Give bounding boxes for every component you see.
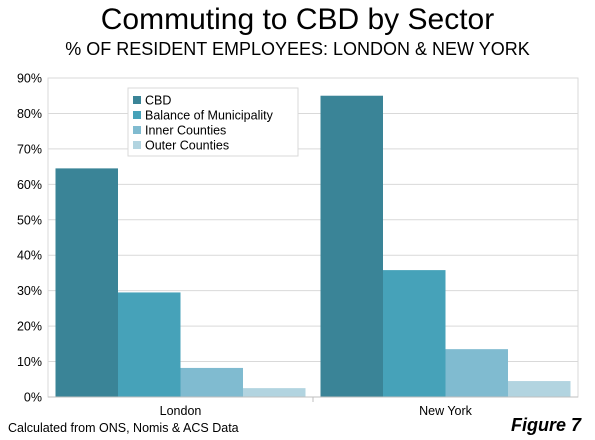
y-tick-label: 70% xyxy=(17,142,42,156)
bar-cbd-new-york xyxy=(320,95,383,397)
bar-inner-counties-london xyxy=(180,367,243,397)
legend-swatch xyxy=(133,141,141,149)
figure-label: Figure 7 xyxy=(510,415,581,435)
bar-inner-counties-new-york xyxy=(445,349,508,397)
y-tick-label: 60% xyxy=(17,178,42,192)
y-tick-label: 90% xyxy=(17,72,42,86)
bar-outer-counties-new-york xyxy=(508,381,571,397)
y-tick-label: 10% xyxy=(17,355,42,369)
bar-cbd-london xyxy=(55,168,118,397)
x-category-label: London xyxy=(160,404,202,418)
bar-outer-counties-london xyxy=(243,388,306,397)
y-tick-label: 30% xyxy=(17,284,42,298)
source-note: Calculated from ONS, Nomis & ACS Data xyxy=(8,421,239,435)
legend-swatch xyxy=(133,126,141,134)
bar-balance-of-municipality-new-york xyxy=(383,270,446,397)
legend-swatch xyxy=(133,111,141,119)
legend-label: CBD xyxy=(145,94,171,108)
y-tick-label: 0% xyxy=(24,391,42,405)
legend-label: Outer Counties xyxy=(145,139,229,153)
chart-subtitle: % OF RESIDENT EMPLOYEES: LONDON & NEW YO… xyxy=(65,39,530,59)
y-tick-label: 40% xyxy=(17,249,42,263)
legend-label: Inner Counties xyxy=(145,124,226,138)
legend-swatch xyxy=(133,96,141,104)
y-tick-label: 50% xyxy=(17,213,42,227)
chart-title: Commuting to CBD by Sector xyxy=(100,3,495,36)
x-category-label: New York xyxy=(419,404,473,418)
y-tick-label: 80% xyxy=(17,107,42,121)
legend-label: Balance of Municipality xyxy=(145,109,274,123)
y-tick-label: 20% xyxy=(17,320,42,334)
legend-box xyxy=(127,87,299,157)
bar-balance-of-municipality-london xyxy=(118,292,181,397)
